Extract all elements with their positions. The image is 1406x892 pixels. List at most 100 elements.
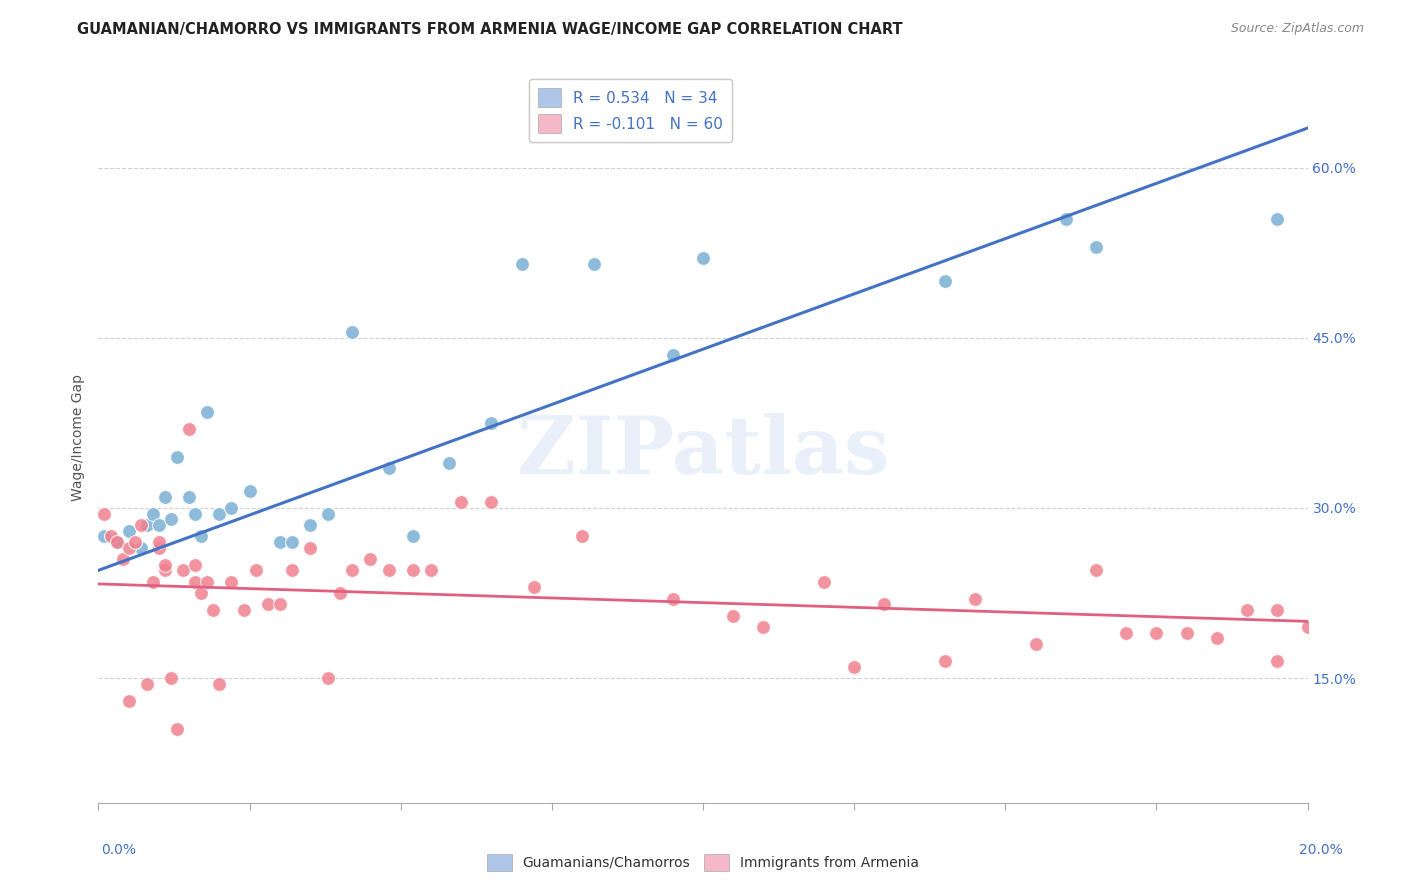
Point xyxy=(118,541,141,555)
Point xyxy=(135,677,157,691)
Point xyxy=(342,563,364,577)
Point xyxy=(316,671,339,685)
Point xyxy=(583,257,606,271)
Point xyxy=(523,580,546,594)
Point xyxy=(105,535,128,549)
Point xyxy=(124,535,146,549)
Point xyxy=(692,252,714,266)
Point xyxy=(239,483,262,498)
Point xyxy=(208,677,231,691)
Point xyxy=(172,563,194,577)
Point xyxy=(118,524,141,538)
Point xyxy=(245,563,267,577)
Point xyxy=(377,461,399,475)
Point xyxy=(190,529,212,543)
Text: 0.0%: 0.0% xyxy=(101,843,136,857)
Point xyxy=(316,507,339,521)
Point xyxy=(402,529,425,543)
Point xyxy=(1085,240,1108,254)
Point xyxy=(723,608,745,623)
Point xyxy=(153,490,176,504)
Point xyxy=(377,563,399,577)
Point xyxy=(179,490,201,504)
Point xyxy=(153,563,176,577)
Point xyxy=(148,518,170,533)
Point xyxy=(129,541,152,555)
Point xyxy=(510,257,533,271)
Point xyxy=(179,421,201,435)
Point xyxy=(342,325,364,339)
Legend: R = 0.534   N = 34, R = -0.101   N = 60: R = 0.534 N = 34, R = -0.101 N = 60 xyxy=(529,79,733,142)
Point xyxy=(202,603,225,617)
Text: ZIPatlas: ZIPatlas xyxy=(517,413,889,491)
Point xyxy=(111,552,134,566)
Y-axis label: Wage/Income Gap: Wage/Income Gap xyxy=(70,374,84,500)
Point xyxy=(1267,211,1289,226)
Point xyxy=(195,574,218,589)
Point xyxy=(813,574,835,589)
Point xyxy=(148,541,170,555)
Text: Source: ZipAtlas.com: Source: ZipAtlas.com xyxy=(1230,22,1364,36)
Legend: Guamanians/Chamorros, Immigrants from Armenia: Guamanians/Chamorros, Immigrants from Ar… xyxy=(481,848,925,876)
Point xyxy=(450,495,472,509)
Point xyxy=(1267,654,1289,668)
Point xyxy=(142,574,165,589)
Point xyxy=(844,659,866,673)
Point xyxy=(221,574,243,589)
Point xyxy=(232,603,254,617)
Point xyxy=(208,507,231,521)
Point xyxy=(281,563,304,577)
Point xyxy=(166,450,188,464)
Point xyxy=(481,416,503,430)
Point xyxy=(873,598,896,612)
Point xyxy=(118,694,141,708)
Point xyxy=(100,529,122,543)
Point xyxy=(934,654,956,668)
Point xyxy=(661,348,683,362)
Point xyxy=(166,722,188,736)
Point xyxy=(420,563,443,577)
Point xyxy=(481,495,503,509)
Point xyxy=(142,507,165,521)
Point xyxy=(934,274,956,288)
Point xyxy=(160,671,183,685)
Point xyxy=(661,591,683,606)
Point xyxy=(195,404,218,418)
Point xyxy=(1024,637,1046,651)
Point xyxy=(965,591,987,606)
Point xyxy=(129,518,152,533)
Point xyxy=(153,558,176,572)
Point xyxy=(752,620,775,634)
Point xyxy=(184,574,207,589)
Point xyxy=(1296,620,1319,634)
Point xyxy=(571,529,593,543)
Point xyxy=(1175,625,1198,640)
Point xyxy=(329,586,352,600)
Point xyxy=(1267,603,1289,617)
Point xyxy=(1144,625,1167,640)
Point xyxy=(299,541,322,555)
Point xyxy=(160,512,183,526)
Point xyxy=(281,535,304,549)
Point xyxy=(93,529,115,543)
Point xyxy=(105,535,128,549)
Point xyxy=(135,518,157,533)
Point xyxy=(148,535,170,549)
Point xyxy=(1206,632,1229,646)
Text: 20.0%: 20.0% xyxy=(1299,843,1343,857)
Point xyxy=(93,507,115,521)
Point xyxy=(269,535,291,549)
Point xyxy=(190,586,212,600)
Point xyxy=(1054,211,1077,226)
Point xyxy=(437,456,460,470)
Point xyxy=(1085,563,1108,577)
Point xyxy=(402,563,425,577)
Text: GUAMANIAN/CHAMORRO VS IMMIGRANTS FROM ARMENIA WAGE/INCOME GAP CORRELATION CHART: GUAMANIAN/CHAMORRO VS IMMIGRANTS FROM AR… xyxy=(77,22,903,37)
Point xyxy=(221,500,243,515)
Point xyxy=(1115,625,1137,640)
Point xyxy=(1236,603,1258,617)
Point xyxy=(184,507,207,521)
Point xyxy=(299,518,322,533)
Point xyxy=(269,598,291,612)
Point xyxy=(256,598,278,612)
